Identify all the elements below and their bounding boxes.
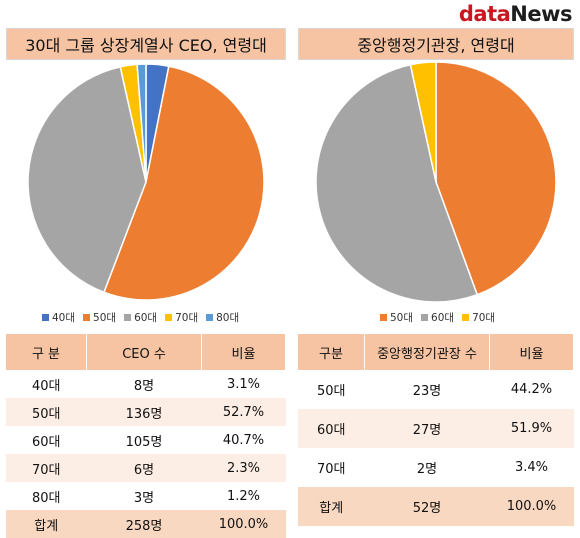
left-legend-label: 60대 bbox=[134, 312, 158, 324]
left-table-row: 50대 136명 52.7% bbox=[6, 398, 286, 426]
right-table-cell: 51.9% bbox=[489, 409, 574, 448]
left-pie-slice-80대 bbox=[136, 63, 147, 183]
right-table-cell: 27명 bbox=[364, 409, 490, 448]
left-table-row: 40대 8명 3.1% bbox=[6, 370, 286, 398]
left-legend-item: 60대 bbox=[124, 310, 157, 325]
left-table-cell: 258명 bbox=[86, 510, 202, 538]
right-table-cell: 50대 bbox=[316, 384, 346, 399]
left-legend-item: 50대 bbox=[83, 310, 116, 325]
left-table-cell: 40대 bbox=[31, 378, 61, 394]
right-table-cell: 합계 bbox=[298, 487, 365, 526]
right-table-row: 합계 52명 100.0% bbox=[298, 487, 574, 526]
logo-part-news: News bbox=[510, 2, 572, 26]
left-legend-item: 40대 bbox=[42, 310, 75, 325]
left-table-cell: 50대 bbox=[6, 398, 87, 426]
left-table-cell: 100.0% bbox=[201, 510, 286, 538]
left-table-row: 60대 105명 40.7% bbox=[6, 426, 286, 454]
right-table-header-category: 구분 bbox=[298, 334, 365, 370]
left-table-cell: 70대 bbox=[6, 454, 87, 482]
left-chart-title: 30대 그룹 상장계열사 CEO, 연령대 bbox=[6, 28, 286, 60]
right-table-cell: 52명 bbox=[364, 487, 490, 526]
left-legend-label: 40대 bbox=[52, 312, 76, 324]
right-legend-label: 70대 bbox=[472, 312, 496, 324]
left-pie-chart bbox=[27, 63, 265, 301]
left-table-cell: 1.2% bbox=[226, 488, 261, 504]
right-table-cell: 23명 bbox=[412, 384, 442, 399]
right-data-table: 구분 중앙행정기관장 수 비율 50대 23명 44.2% 60대 27명 51.9% 70… bbox=[298, 334, 574, 526]
right-table-cell: 3.4% bbox=[514, 460, 549, 475]
left-data-table: 구 분 CEO 수 비율 40대 8명 3.1% 50대 136명 52.7% 60대 105… bbox=[6, 334, 286, 538]
right-legend-item: 70대 bbox=[462, 310, 495, 325]
left-table-header-count: CEO 수 bbox=[86, 334, 202, 370]
right-chart-title: 중앙행정기관장, 연령대 bbox=[298, 28, 574, 60]
left-legend-item: 70대 bbox=[165, 310, 198, 325]
right-legend-swatch bbox=[380, 314, 387, 321]
right-table-header-ratio: 비율 bbox=[489, 334, 574, 370]
left-table-header-ratio: 비율 bbox=[201, 334, 286, 370]
left-table-cell: 60대 bbox=[31, 434, 61, 450]
left-table-cell: 합계 bbox=[6, 510, 87, 538]
right-pie-slice-60대 bbox=[315, 63, 479, 303]
right-pie-slice-70대 bbox=[409, 62, 437, 183]
left-table-cell: 105명 bbox=[125, 434, 163, 450]
left-table-header-category: 구 분 bbox=[6, 334, 87, 370]
left-legend-swatch bbox=[124, 314, 132, 321]
right-pie-slice-50대 bbox=[435, 62, 557, 296]
left-table-cell: 136명 bbox=[86, 398, 202, 426]
right-legend-label: 60대 bbox=[431, 312, 455, 324]
left-legend-label: 80대 bbox=[216, 312, 240, 324]
left-legend-swatch bbox=[42, 314, 49, 321]
left-legend-swatch bbox=[165, 314, 173, 321]
left-chart-legend: 40대 50대 60대 70대 80대 bbox=[42, 310, 239, 325]
right-legend-label: 50대 bbox=[390, 312, 414, 324]
datanews-logo: dataNews bbox=[458, 2, 573, 26]
left-table-cell: 3명 bbox=[133, 490, 155, 506]
right-legend-swatch bbox=[462, 314, 470, 321]
left-table-cell: 3.1% bbox=[226, 376, 261, 392]
left-table-cell: 80대 bbox=[31, 490, 61, 506]
left-legend-swatch bbox=[206, 314, 214, 321]
left-legend-item: 80대 bbox=[206, 310, 239, 325]
right-table-row: 60대 27명 51.9% bbox=[298, 409, 574, 448]
left-table-row: 80대 3명 1.2% bbox=[6, 482, 286, 510]
right-table-row: 50대 23명 44.2% bbox=[298, 370, 574, 409]
right-legend-item: 60대 bbox=[421, 310, 454, 325]
right-table-header-count: 중앙행정기관장 수 bbox=[364, 334, 490, 370]
left-legend-swatch bbox=[83, 314, 91, 321]
right-table-cell: 100.0% bbox=[489, 487, 574, 526]
right-legend-item: 50대 bbox=[380, 310, 413, 325]
right-chart-legend: 50대 60대 70대 bbox=[380, 310, 495, 325]
left-table-cell: 8명 bbox=[133, 378, 155, 394]
left-legend-label: 70대 bbox=[175, 312, 199, 324]
left-table-cell: 40.7% bbox=[222, 432, 265, 448]
logo-part-data: data bbox=[458, 2, 511, 26]
right-table-cell: 70대 bbox=[316, 462, 346, 477]
left-pie-slice-60대 bbox=[27, 65, 147, 294]
right-table-cell: 44.2% bbox=[510, 382, 553, 397]
right-pie-chart bbox=[315, 62, 557, 303]
left-legend-label: 50대 bbox=[93, 312, 117, 324]
right-legend-swatch bbox=[421, 314, 429, 321]
right-table-row: 70대 2명 3.4% bbox=[298, 448, 574, 487]
left-pie-slice-50대 bbox=[102, 65, 265, 301]
right-table-cell: 60대 bbox=[298, 409, 365, 448]
left-table-cell: 6명 bbox=[86, 454, 202, 482]
left-table-cell: 2.3% bbox=[201, 454, 286, 482]
right-table-cell: 2명 bbox=[416, 462, 438, 477]
left-table-row: 70대 6명 2.3% bbox=[6, 454, 286, 482]
left-table-row: 합계 258명 100.0% bbox=[6, 510, 286, 538]
left-table-cell: 52.7% bbox=[201, 398, 286, 426]
